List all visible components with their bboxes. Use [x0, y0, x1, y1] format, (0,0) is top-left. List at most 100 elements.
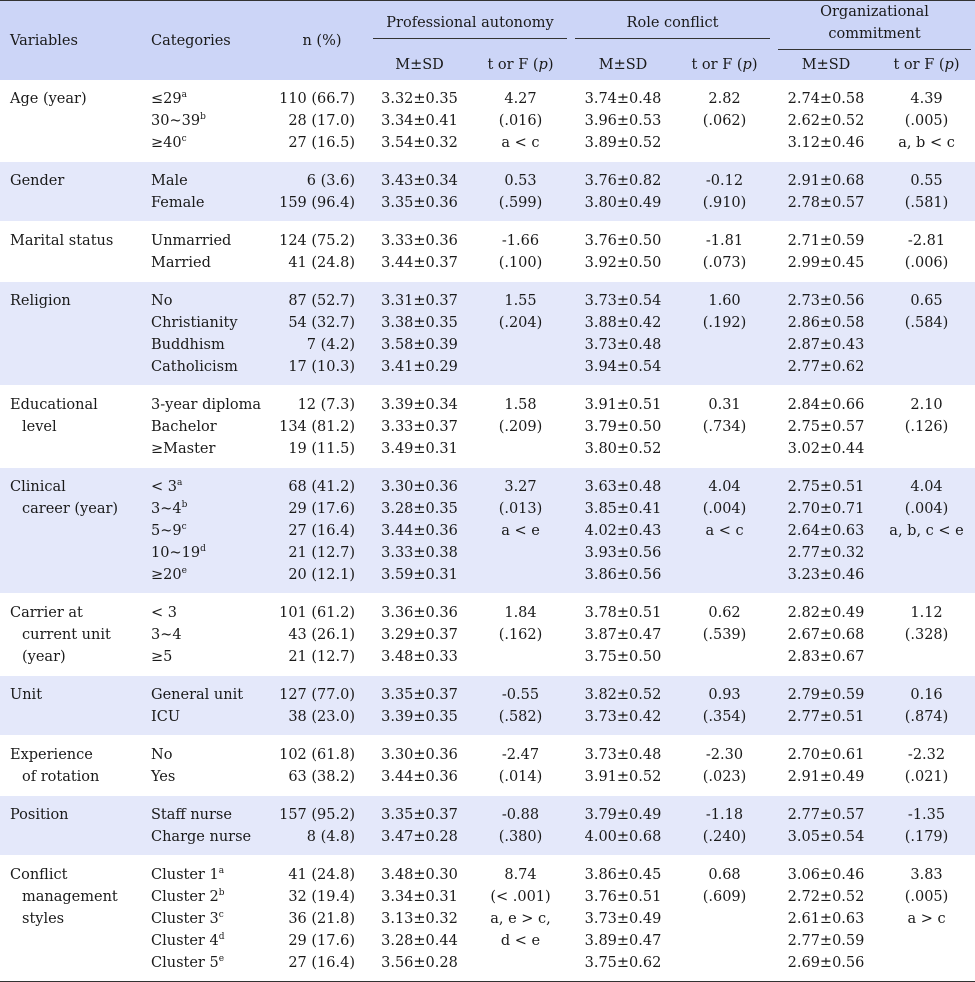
n-cell-line: 29 (17.6)	[288, 501, 355, 517]
rc-test-cell-line: (.240)	[702, 829, 747, 845]
header-rc-msd: M±SD	[598, 57, 648, 73]
pa-msd-cell: 3.32±0.35 3.34±0.41 3.54±0.32	[369, 80, 470, 162]
n-cell-line: 124 (75.2)	[279, 233, 355, 249]
oc-msd-cell-line: 2.75±0.57	[787, 419, 865, 435]
rc-msd-cell-line: 3.63±0.48	[584, 479, 662, 495]
n-cell-line: 43 (26.1)	[288, 627, 355, 643]
oc-test-cell-line: 2.10	[910, 397, 943, 413]
oc-test-cell-line: -2.32	[907, 747, 946, 763]
rc-test-cell: 2.82 (.062)	[675, 80, 774, 162]
table-row: Clinical career (year) < 3a 3~4b 5~9c 10~19d ≥…	[0, 467, 975, 594]
category-cell: Staff nurse Charge nurse	[141, 795, 275, 856]
pa-msd-cell-line: 3.44±0.36	[381, 523, 458, 539]
pa-test-cell: -2.47 (.014)	[470, 735, 571, 796]
oc-test-cell: 4.04 (.004) a, b, c < e	[878, 467, 975, 594]
oc-msd-cell: 2.73±0.56 2.86±0.58 2.87±0.43 2.77±0.62	[774, 281, 879, 386]
category-superscript: c	[181, 522, 187, 533]
pa-test-cell: 4.27 (.016) a < c	[470, 80, 571, 162]
rc-test-cell-line: -0.12	[705, 173, 744, 189]
pa-msd-cell-line: 3.54±0.32	[381, 135, 458, 151]
oc-test-cell-line: a > c	[907, 911, 946, 927]
rc-test-cell-line: (.023)	[702, 769, 747, 785]
rc-msd-cell-line: 3.86±0.45	[584, 867, 662, 883]
oc-msd-cell-line: 2.91±0.68	[787, 173, 865, 189]
oc-msd-cell: 2.74±0.58 2.62±0.52 3.12±0.46	[774, 80, 878, 162]
pa-msd-cell-line: 3.48±0.33	[381, 649, 458, 665]
n-cell-line: 54 (32.7)	[288, 315, 355, 331]
n-cell-line: 68 (41.2)	[288, 479, 355, 495]
variable-label: management	[22, 889, 118, 905]
category-superscript: c	[218, 910, 224, 921]
oc-msd-cell: 2.82±0.49 2.67±0.68 2.83±0.67	[774, 593, 879, 676]
oc-msd-cell: 2.77±0.57 3.05±0.54	[774, 795, 879, 856]
pa-test-cell-line: -0.55	[501, 687, 540, 703]
oc-test-cell: 4.39 (.005) a, b < c	[878, 80, 975, 162]
rc-msd-cell-line: 3.89±0.47	[584, 933, 662, 949]
category-label: Charge nurse	[151, 829, 252, 845]
pa-test-cell-line: a < e	[501, 523, 540, 539]
variable-cell: Experience of rotation	[0, 735, 141, 796]
oc-msd-cell-line: 2.83±0.67	[787, 649, 865, 665]
n-cell-line: 27 (16.5)	[288, 135, 355, 151]
oc-test-cell-line: 4.39	[910, 91, 943, 107]
table-row: Position Staff nurse Charge nurse 157 (95.2…	[0, 795, 975, 856]
pa-test-cell-line: -0.88	[501, 807, 540, 823]
pa-msd-cell-line: 3.41±0.29	[381, 359, 458, 375]
oc-msd-cell-line: 2.74±0.58	[787, 91, 865, 107]
pa-msd-cell-line: 3.47±0.28	[381, 829, 458, 845]
oc-test-cell: -2.81 (.006)	[878, 221, 975, 282]
pa-msd-cell-line: 3.56±0.28	[381, 955, 458, 971]
pa-msd-cell-line: 3.33±0.37	[381, 419, 458, 435]
table-row: Educational level 3-year diploma Bachelor ≥M…	[0, 385, 975, 468]
pa-msd-cell-line: 3.44±0.36	[381, 769, 458, 785]
category-label: 30~39b	[151, 112, 206, 129]
n-cell-line: 127 (77.0)	[279, 687, 355, 703]
rc-msd-cell-line: 3.73±0.54	[584, 293, 662, 309]
pa-msd-cell-line: 3.39±0.34	[381, 397, 458, 413]
pa-msd-cell-line: 3.34±0.31	[381, 889, 458, 905]
table-row: Unit General unit ICU 127 (77.0) 38 (23.0) 3.…	[0, 675, 975, 736]
rc-test-cell: -0.12 (.910)	[675, 161, 775, 222]
rc-test-cell-line: -1.18	[705, 807, 744, 823]
category-label: ≤29a	[151, 90, 187, 107]
rc-msd-cell-line: 3.86±0.56	[584, 567, 662, 583]
pa-test-cell-line: 1.58	[504, 397, 537, 413]
n-cell: 6 (3.6) 159 (96.4)	[275, 161, 369, 222]
pa-msd-cell-line: 3.36±0.36	[381, 605, 458, 621]
category-label: Male	[151, 173, 188, 189]
oc-msd-cell: 2.84±0.66 2.75±0.57 3.02±0.44	[774, 385, 879, 468]
rc-test-cell-line: a < c	[705, 523, 744, 539]
oc-test-cell-line: 0.55	[910, 173, 943, 189]
n-cell-line: 38 (23.0)	[288, 709, 355, 725]
variable-cell: Religion	[0, 281, 141, 386]
rc-msd-cell: 3.73±0.48 3.91±0.52	[571, 735, 675, 796]
rc-msd-cell: 3.91±0.51 3.79±0.50 3.80±0.52	[571, 385, 675, 468]
oc-test-cell-line: 4.04	[910, 479, 943, 495]
n-cell-line: 20 (12.1)	[288, 567, 355, 583]
rc-msd-cell-line: 3.80±0.49	[584, 195, 662, 211]
table-row: Religion No Christianity Buddhism Catholicis…	[0, 281, 975, 386]
rc-msd-cell-line: 3.87±0.47	[584, 627, 662, 643]
category-cell: 3-year diploma Bachelor ≥Master	[141, 385, 275, 468]
n-cell: 127 (77.0) 38 (23.0)	[275, 675, 369, 736]
pa-test-cell: -0.88 (.380)	[470, 795, 571, 856]
variable-label: Unit	[10, 687, 43, 703]
variable-label: Carrier at	[10, 605, 83, 621]
category-label: General unit	[151, 687, 244, 703]
category-label: Buddhism	[151, 337, 225, 353]
pa-msd-cell-line: 3.31±0.37	[381, 293, 458, 309]
oc-msd-cell-line: 2.87±0.43	[787, 337, 865, 353]
rc-test-cell-line: (.609)	[702, 889, 747, 905]
oc-test-cell: 0.16 (.874)	[878, 675, 975, 736]
category-superscript: d	[218, 932, 225, 943]
category-label: Catholicism	[151, 359, 238, 375]
n-cell-line: 41 (24.8)	[288, 255, 355, 271]
rc-test-cell-line: 2.82	[708, 91, 741, 107]
rc-test-cell-line: 0.68	[708, 867, 741, 883]
rc-msd-cell-line: 3.73±0.42	[584, 709, 662, 725]
oc-test-cell-line: (.006)	[904, 255, 949, 271]
oc-msd-cell: 2.70±0.61 2.91±0.49	[774, 735, 879, 796]
pa-msd-cell-line: 3.32±0.35	[381, 91, 458, 107]
rc-msd-cell-line: 3.80±0.52	[584, 441, 662, 457]
